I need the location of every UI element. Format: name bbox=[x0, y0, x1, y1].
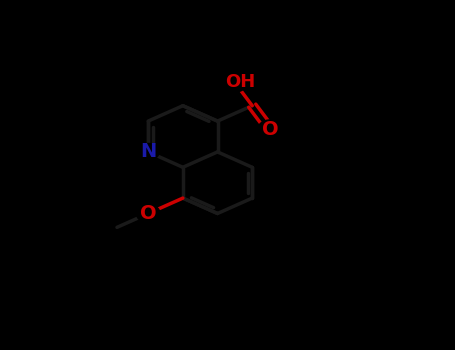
Text: O: O bbox=[140, 204, 157, 223]
Circle shape bbox=[136, 204, 160, 223]
Circle shape bbox=[258, 120, 283, 140]
Text: N: N bbox=[140, 142, 157, 161]
Text: O: O bbox=[262, 120, 278, 139]
Circle shape bbox=[221, 71, 248, 92]
Text: OH: OH bbox=[225, 73, 255, 91]
Circle shape bbox=[137, 144, 159, 160]
